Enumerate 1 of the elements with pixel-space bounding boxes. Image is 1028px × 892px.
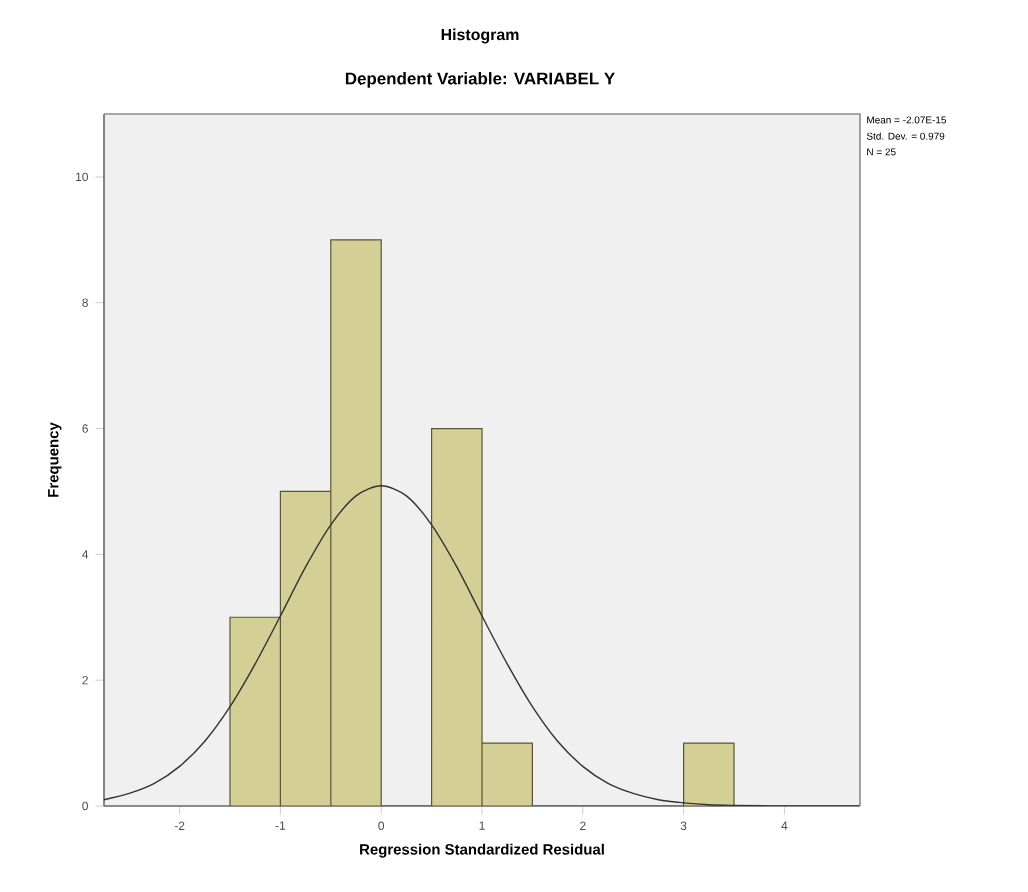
chart-subtitle: Dependent Variable: VARIABEL Y [345, 72, 615, 88]
